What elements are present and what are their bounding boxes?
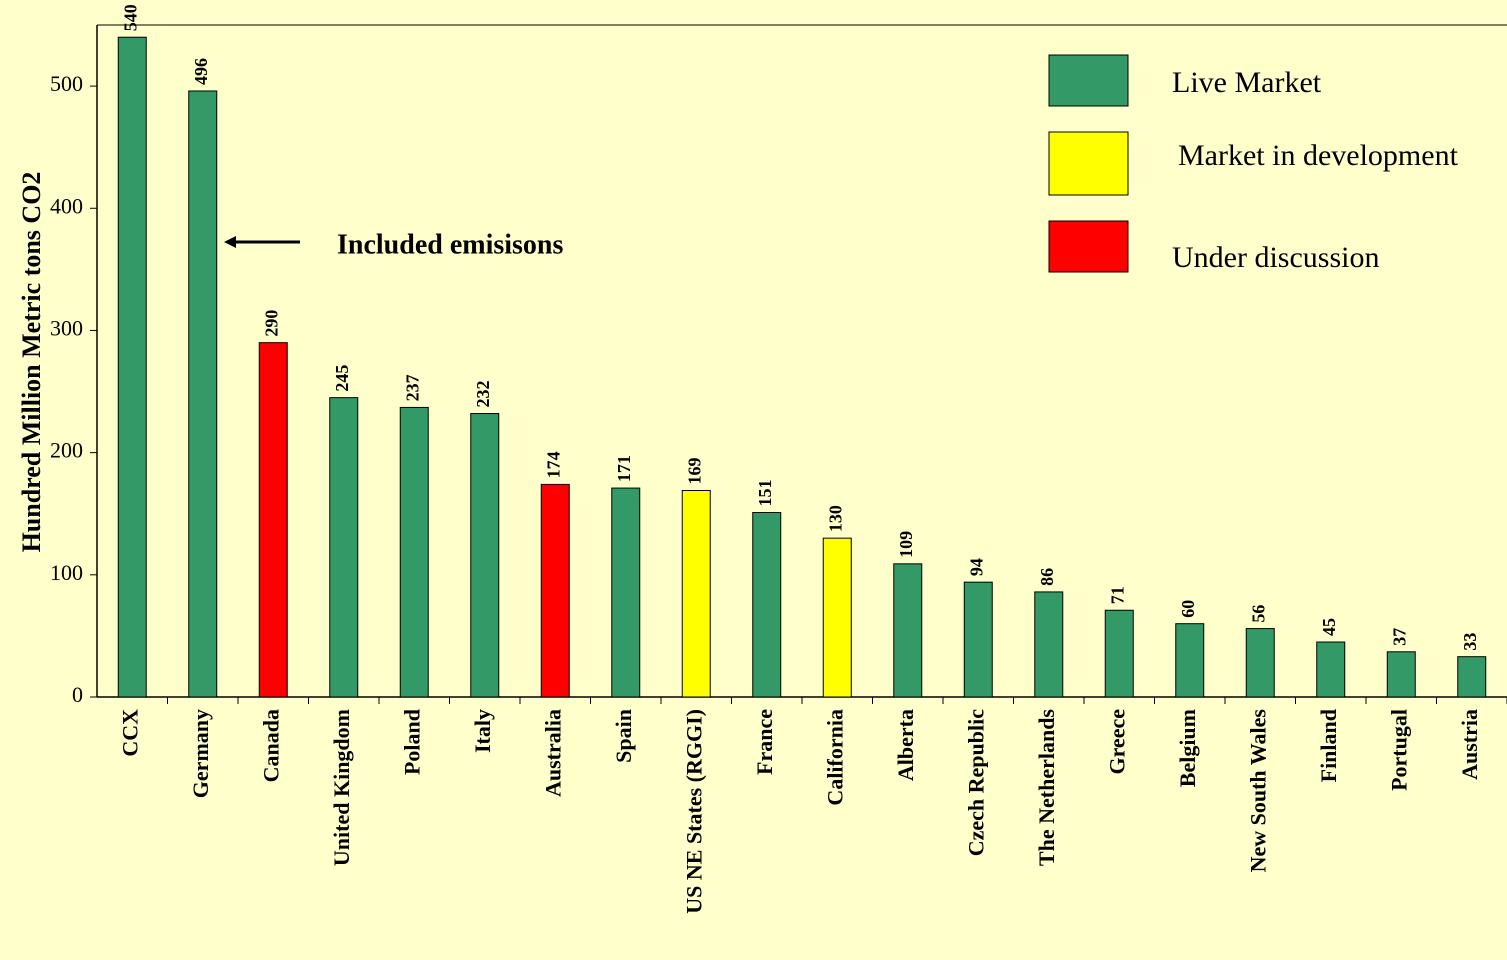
bar [258, 342, 288, 698]
x-tick-label: Australia [540, 709, 565, 797]
x-tick-label: Czech Republic [963, 709, 988, 857]
x-tick-label: Portugal [1386, 709, 1411, 791]
value-label: 45 [1319, 618, 1339, 636]
y-tick-label: 100 [50, 560, 83, 585]
bar [752, 512, 782, 698]
legend-swatch [1048, 131, 1129, 196]
bar [1034, 591, 1064, 698]
value-label: 71 [1107, 586, 1127, 604]
y-tick-label: 300 [50, 316, 83, 341]
x-tick-label: Greece [1104, 709, 1129, 775]
y-tick-label: 200 [50, 438, 83, 463]
y-tick-label: 500 [50, 71, 83, 96]
value-label: 86 [1037, 568, 1057, 586]
bar [963, 581, 993, 698]
x-tick-label: Germany [188, 709, 213, 798]
value-label: 232 [473, 381, 493, 408]
bar [893, 563, 923, 698]
value-label: 171 [614, 455, 634, 482]
bar [540, 483, 570, 698]
y-tick-label: 0 [72, 682, 83, 707]
x-tick-label: US NE States (RGGI) [681, 709, 706, 914]
bar [399, 406, 429, 698]
annotation-arrowhead [224, 236, 236, 248]
bar [1316, 641, 1346, 698]
value-label: 540 [120, 4, 140, 31]
x-tick-label: The Netherlands [1034, 709, 1059, 867]
legend-label: Under discussion [1172, 241, 1379, 274]
legend-label: Live Market [1172, 66, 1322, 99]
value-label: 37 [1389, 628, 1409, 646]
value-label: 174 [543, 451, 563, 478]
bar [1175, 623, 1205, 698]
x-tick-label: Finland [1316, 709, 1341, 782]
x-tick-label: California [822, 709, 847, 806]
x-tick-label: Italy [470, 709, 495, 753]
x-tick-label: Spain [611, 709, 636, 763]
x-tick-label: Belgium [1175, 709, 1200, 787]
bar [1386, 651, 1416, 698]
value-label: 169 [684, 458, 704, 485]
bar [329, 397, 359, 698]
x-tick-label: New South Wales [1245, 709, 1270, 873]
value-label: 56 [1248, 605, 1268, 623]
value-label: 130 [825, 505, 845, 532]
bar [188, 90, 218, 698]
value-label: 33 [1460, 633, 1480, 651]
x-tick-label: United Kingdom [329, 709, 354, 866]
annotation: Included emisisons [337, 229, 563, 260]
legend-swatch [1048, 220, 1129, 273]
bar [1457, 656, 1487, 698]
value-label: 496 [191, 58, 211, 85]
x-tick-label: Austria [1457, 709, 1482, 780]
bar [822, 537, 852, 698]
bar [117, 36, 147, 698]
y-axis-label: Hundred Million Metric tons CO2 [17, 172, 46, 553]
value-label: 94 [966, 558, 986, 576]
legend-label: Market in development [1178, 139, 1459, 172]
bar [611, 487, 641, 698]
x-tick-label: Alberta [893, 709, 918, 781]
x-tick-label: Poland [399, 709, 424, 775]
value-label: 237 [402, 374, 422, 401]
x-tick-label: France [752, 709, 777, 775]
value-label: 109 [896, 531, 916, 558]
bar [1104, 609, 1134, 698]
bar [470, 413, 500, 698]
y-tick-label: 400 [50, 193, 83, 218]
legend-swatch [1048, 54, 1129, 107]
value-label: 245 [332, 365, 352, 392]
value-label: 290 [261, 310, 281, 337]
x-tick-label: CCX [117, 709, 142, 757]
bar [1245, 628, 1275, 698]
x-tick-label: Canada [258, 709, 283, 782]
value-label: 151 [755, 480, 775, 507]
bar [681, 490, 711, 698]
value-label: 60 [1178, 600, 1198, 618]
